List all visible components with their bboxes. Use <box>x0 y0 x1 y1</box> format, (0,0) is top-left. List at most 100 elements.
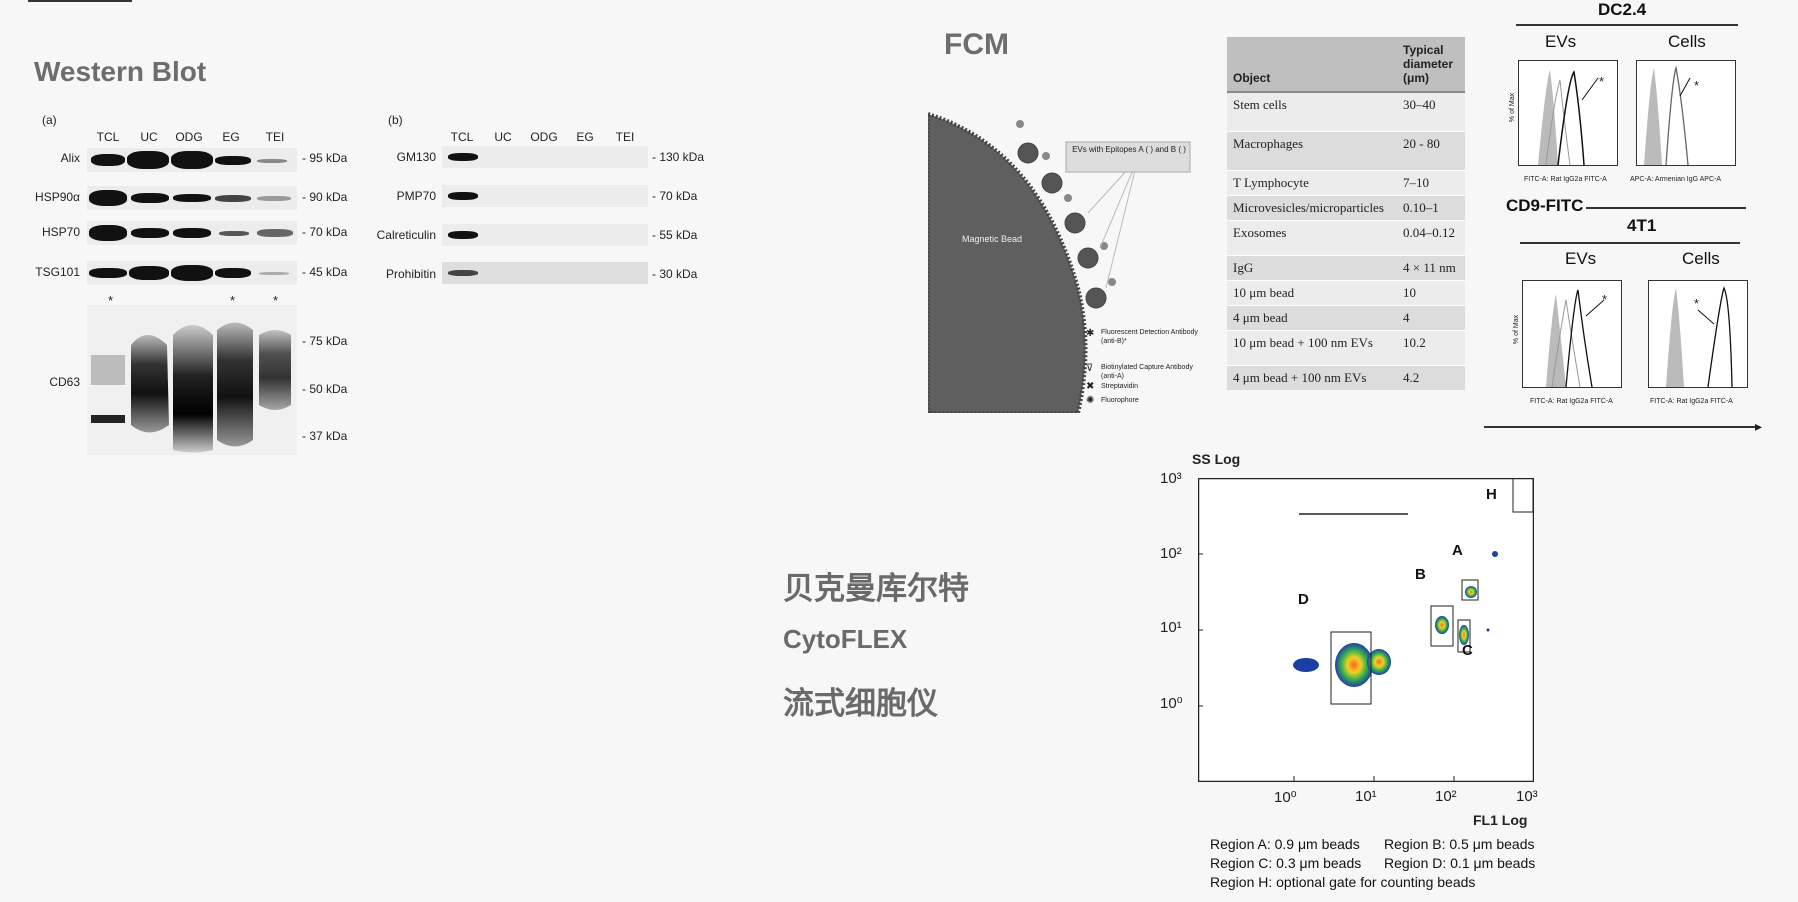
gate-a-label: A <box>1452 542 1463 559</box>
x-tick-1000: 10³ <box>1516 788 1538 805</box>
table-header-diameter: Typical diameter (μm) <box>1397 37 1465 93</box>
y-tick-1000: 10³ <box>1160 470 1182 487</box>
detection-ab-icon: ✱ <box>1086 328 1095 339</box>
row-label-gm130: GM130 <box>396 150 436 164</box>
kda-cd63-50: - 50 kDa <box>302 382 348 396</box>
blot-strip-hsp90 <box>87 186 297 210</box>
y-tick-100: 10² <box>1160 545 1182 562</box>
t41-cells-label: Cells <box>1682 249 1720 268</box>
table-row: 4 μm bead + 100 nm EVs 4.2 <box>1227 365 1465 390</box>
table-row: T Lymphocyte 7–10 <box>1227 170 1465 196</box>
lane-b-tcl: TCL <box>450 130 474 144</box>
dot-plot-y-title: SS Log <box>1192 451 1241 467</box>
dc24-evs-ylabel: % of Max <box>1509 92 1517 123</box>
region-c-legend: Region C: 0.3 μm beads <box>1210 855 1362 871</box>
western-blot-title: Western Blot <box>34 56 207 87</box>
fcm-title: FCM <box>944 28 1009 61</box>
panel-b-label: (b) <box>388 113 403 127</box>
streptavidin-icon: ✖ <box>1086 381 1095 392</box>
histogram-4t1-evs <box>1522 280 1622 388</box>
cd63-star-eg: * <box>230 293 236 308</box>
legend-fluorophore: Fluorophore <box>1101 397 1139 404</box>
cd9-rule <box>1586 207 1746 209</box>
dc24-cells-label: Cells <box>1668 32 1706 51</box>
dc24-evs-label: EVs <box>1545 32 1577 51</box>
x-tick-100: 10² <box>1435 788 1457 805</box>
lane-b-tei: TEI <box>615 130 635 144</box>
histogram-dc24-evs <box>1518 60 1618 166</box>
dc24-cells-xlabel: APC-A: Armenian IgG APC-A <box>1630 176 1722 183</box>
row-label-hsp70: HSP70 <box>41 225 80 239</box>
cd9-fitc-label: CD9-FITC <box>1506 196 1584 215</box>
lane-b-eg: EG <box>576 130 594 144</box>
kda-prohibitin: - 30 kDa <box>652 267 698 281</box>
product-name: CytoFLEX <box>783 624 908 654</box>
table-row: 10 μm bead 10 <box>1227 280 1465 306</box>
gate-d-label: D <box>1298 591 1309 608</box>
dc24-rule <box>1516 24 1738 26</box>
panel-a-label: (a) <box>42 113 57 127</box>
blot-strip-gm130 <box>442 146 648 168</box>
t41-evs-xlabel: FITC-A: Rat IgG2a FITC-A <box>1530 398 1613 405</box>
kda-tsg101: - 45 kDa <box>302 265 348 279</box>
row-label-prohibitin: Prohibitin <box>385 267 436 281</box>
row-label-calreticulin: Calreticulin <box>376 228 436 242</box>
region-b-legend: Region B: 0.5 μm beads <box>1384 836 1535 852</box>
fluorophore-icon: ✺ <box>1086 395 1095 406</box>
t41-evs-star: * <box>1602 292 1608 307</box>
cd63-star-tcl: * <box>108 293 114 308</box>
lane-b-uc: UC <box>494 130 512 144</box>
blot-strip-calreticulin <box>442 224 648 246</box>
region-a-legend: Region A: 0.9 μm beads <box>1210 836 1360 852</box>
cd63-smears <box>91 322 291 453</box>
region-d-legend: Region D: 0.1 μm beads <box>1384 855 1536 871</box>
histogram-4t1-cells <box>1648 280 1748 388</box>
t41-cells-xlabel: FITC-A: Rat IgG2a FITC-A <box>1650 398 1733 405</box>
kda-hsp90: - 90 kDa <box>302 190 348 204</box>
t41-rule <box>1520 242 1740 244</box>
table-row: Stem cells 30–40 <box>1227 91 1465 132</box>
kda-calreticulin: - 55 kDa <box>652 228 698 242</box>
x-tick-10: 10¹ <box>1355 788 1377 805</box>
gate-c-label: C <box>1462 642 1473 659</box>
dc24-evs-star: * <box>1599 74 1605 89</box>
top-rule <box>28 0 132 2</box>
row-label-cd63: CD63 <box>49 375 80 389</box>
histogram-dc24-cells <box>1636 60 1736 166</box>
table-row: 4 μm bead 4 <box>1227 305 1465 331</box>
kda-cd63-75: - 75 kDa <box>302 334 348 348</box>
row-label-alix: Alix <box>60 151 80 165</box>
table-row: Macrophages 20 - 80 <box>1227 131 1465 171</box>
blot-strip-alix <box>87 148 297 172</box>
t41-title: 4T1 <box>1627 216 1657 235</box>
magnetic-bead-label: Magnetic Bead <box>962 234 1023 244</box>
dc24-cells-star: * <box>1694 78 1700 93</box>
table-header-object: Object <box>1227 37 1397 93</box>
blot-strip-tsg101 <box>87 261 297 285</box>
lane-b-odg: ODG <box>530 130 558 144</box>
dot-plot-area <box>1197 477 1535 783</box>
lane-a-tei: TEI <box>265 130 285 144</box>
table-row: Exosomes 0.04–0.12 <box>1227 220 1465 256</box>
blot-strip-cd63 <box>87 305 297 455</box>
lane-a-tcl: TCL <box>96 130 120 144</box>
capture-ab-icon: ⊽ <box>1086 363 1094 374</box>
kda-hsp70: - 70 kDa <box>302 225 348 239</box>
bottom-arrow-line <box>1484 426 1760 428</box>
t41-evs-ylabel: % of Max <box>1513 314 1521 345</box>
row-label-hsp90: HSP90α <box>35 190 80 204</box>
instrument-type-cn: 流式细胞仪 <box>783 686 938 721</box>
y-tick-1: 10⁰ <box>1160 695 1183 712</box>
row-label-pmp70: PMP70 <box>396 189 436 203</box>
cd63-star-tei: * <box>273 293 279 308</box>
dc24-title: DC2.4 <box>1598 0 1647 19</box>
blot-strip-prohibitin <box>442 262 648 284</box>
t41-cells-star: * <box>1694 296 1700 311</box>
dc24-evs-xlabel: FITC-A: Rat IgG2a FITC-A <box>1524 176 1607 183</box>
table-row: IgG 4 × 11 nm <box>1227 255 1465 281</box>
kda-gm130: - 130 kDa <box>652 150 705 164</box>
ev-epitope-callout: EVs with Epitopes A ( ) and B ( ) <box>1072 145 1186 154</box>
lane-a-uc: UC <box>140 130 158 144</box>
lane-a-eg: EG <box>222 130 240 144</box>
dot-plot-x-title: FL1 Log <box>1473 812 1528 828</box>
